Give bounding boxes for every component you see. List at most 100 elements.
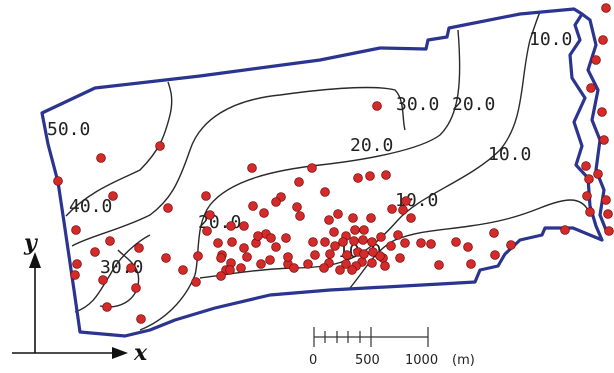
well-point [381, 170, 391, 180]
contour-label: 30.0 [100, 257, 143, 278]
scale-tick-0: 0 [309, 353, 317, 368]
site-boundary [40, 7, 604, 338]
well-point [236, 263, 246, 273]
well-point [395, 253, 405, 263]
well-point [400, 238, 410, 248]
well-point [451, 237, 461, 247]
well-point [603, 209, 613, 219]
well-point [366, 213, 376, 223]
well-point [242, 252, 252, 262]
well-point [598, 35, 608, 45]
well-point [359, 225, 369, 235]
well-point [338, 237, 348, 247]
well-point [253, 231, 263, 241]
axes-indicator: y x [12, 230, 148, 366]
well-point [349, 236, 359, 246]
contour-30-west [71, 86, 406, 247]
well-point [398, 205, 408, 215]
well-point [358, 235, 368, 245]
well-point [367, 237, 377, 247]
well-point [591, 55, 601, 65]
well-point [98, 275, 108, 285]
well-point [226, 221, 236, 231]
well-point [265, 255, 275, 265]
well-point [155, 141, 165, 151]
monitoring-wells [53, 3, 614, 324]
x-axis-label: x [133, 340, 148, 366]
well-point [350, 225, 360, 235]
well-point [216, 253, 226, 263]
well-point [216, 271, 226, 281]
well-point [70, 270, 80, 280]
well-point [581, 161, 591, 171]
contour-label: 10.0 [529, 29, 572, 50]
well-point [126, 263, 136, 273]
well-point [292, 202, 302, 212]
well-point [434, 260, 444, 270]
scale-bar: 0 500 1000 (m) [309, 327, 475, 368]
well-point [372, 101, 382, 111]
well-point [259, 208, 269, 218]
well-point [585, 207, 595, 217]
scale-tick-1000: 1000 [405, 353, 438, 368]
well-point [295, 211, 305, 221]
well-point [387, 204, 397, 214]
well-point [247, 163, 257, 173]
well-point [584, 174, 594, 184]
well-point [225, 265, 235, 275]
well-point [376, 232, 386, 242]
well-point [256, 259, 266, 269]
well-point [161, 253, 171, 263]
well-point [239, 243, 249, 253]
well-point [386, 241, 396, 251]
well-point [347, 265, 357, 275]
contour-label: 20.0 [452, 94, 495, 115]
well-point [601, 195, 611, 205]
well-point [271, 242, 281, 252]
well-point [131, 283, 141, 293]
well-point [307, 163, 317, 173]
well-point [310, 250, 320, 260]
well-point [281, 233, 291, 243]
well-point [178, 265, 188, 275]
well-point [205, 210, 215, 220]
well-point [201, 191, 211, 201]
well-point [102, 302, 112, 312]
well-point [96, 153, 106, 163]
well-point [368, 247, 378, 257]
well-point [329, 227, 339, 237]
well-point [586, 83, 596, 93]
contour-label: 10.0 [488, 144, 531, 165]
well-point [136, 314, 146, 324]
well-point [333, 209, 343, 219]
well-point [308, 237, 318, 247]
well-point [71, 225, 81, 235]
well-point [108, 191, 118, 201]
well-point [489, 228, 499, 238]
contour-label: 40.0 [69, 196, 112, 217]
well-point [599, 135, 609, 145]
scale-unit: (m) [452, 353, 475, 368]
well-point [597, 107, 607, 117]
well-point [601, 3, 611, 13]
well-point [367, 258, 377, 268]
well-point [560, 225, 570, 235]
well-point [365, 171, 375, 181]
well-point [163, 203, 173, 213]
well-point [401, 196, 411, 206]
contour-label: 20.0 [350, 135, 393, 156]
well-point [490, 250, 500, 260]
well-point [303, 259, 313, 269]
contour-label: 30.0 [396, 94, 439, 115]
well-point [506, 240, 516, 250]
well-point [105, 236, 115, 246]
contour-30-south [74, 234, 151, 313]
well-point [393, 230, 403, 240]
well-point [359, 249, 369, 259]
well-point [330, 241, 340, 251]
well-point [283, 252, 293, 262]
well-point [342, 250, 352, 260]
well-point [227, 237, 237, 247]
well-point [271, 197, 281, 207]
